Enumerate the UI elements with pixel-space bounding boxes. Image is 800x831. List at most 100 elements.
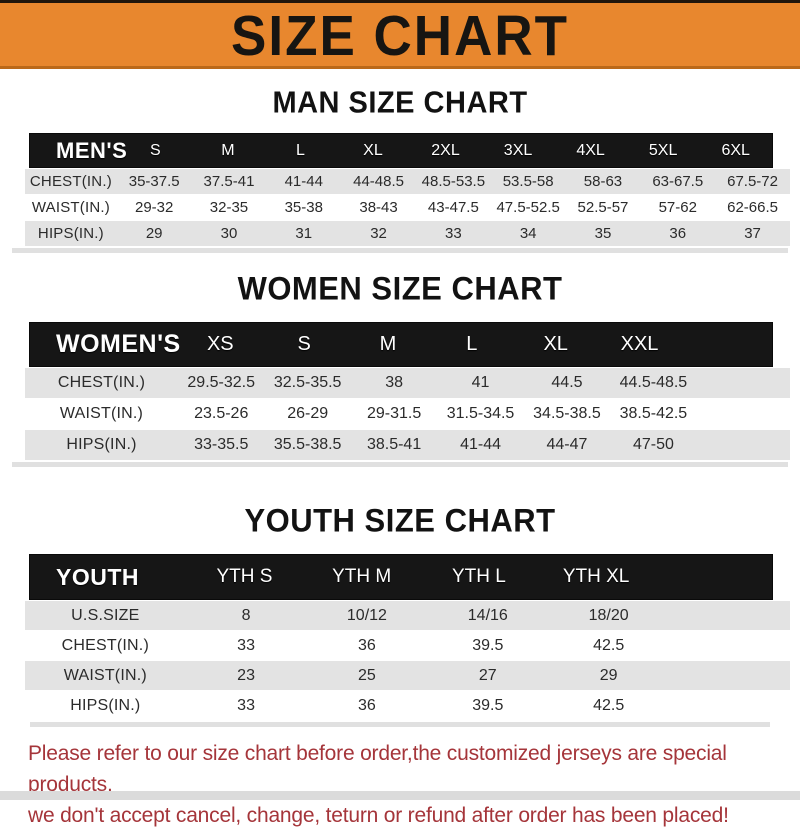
column-header: YTH L	[451, 566, 506, 587]
size-value-cell: 37	[744, 225, 761, 242]
column-header: XL	[363, 141, 383, 159]
column-header: XS	[206, 333, 234, 355]
bottom-edge-strip	[0, 791, 800, 800]
size-table: MEN'S S M L XL 2XL 3XL 4XL 5XL 6XL CHEST(IN.) 35-37…	[0, 134, 800, 246]
table-header-row: WOMEN'S XS S M L XL XXL	[30, 323, 772, 366]
row-label: HIPS(IN.)	[70, 696, 141, 714]
column-header: XL	[543, 333, 568, 355]
size-value-cell: 25	[358, 666, 376, 684]
row-filler	[697, 399, 790, 429]
size-value-cell: 35-38	[284, 199, 323, 216]
size-table: YOUTH YTH S YTH M YTH L YTH XL U.S.SIZE 8 10/12…	[0, 555, 800, 720]
size-value-cell: 44.5	[551, 374, 583, 391]
size-value-cell: 35	[594, 225, 612, 242]
table-row: U.S.SIZE 8 10/12 14/16 18/20	[25, 601, 790, 630]
size-value-cell: 41-44	[460, 436, 501, 453]
column-header: YTH S	[216, 566, 273, 587]
size-value-cell: 47-50	[632, 436, 674, 453]
row-label: HIPS(IN.)	[66, 436, 137, 453]
row-label: CHEST(IN.)	[29, 173, 112, 190]
column-header: YTH XL	[562, 566, 630, 587]
row-filler	[669, 601, 790, 630]
size-value-cell: 37.5-41	[203, 173, 255, 190]
size-value-cell: 38-43	[359, 199, 398, 216]
column-header: L	[295, 141, 305, 159]
footer-line-1: Please refer to our size chart before or…	[28, 742, 727, 796]
table-row: CHEST(IN.) 33 36 39.5 42.5	[25, 631, 790, 660]
table-corner-label: MEN'S	[56, 137, 128, 163]
size-value-cell: 38.5-42.5	[619, 405, 688, 422]
size-value-cell: 42.5	[593, 636, 625, 654]
table-end-strip	[30, 722, 770, 727]
section-title: WOMEN SIZE CHART	[237, 270, 563, 307]
size-value-cell: 41	[471, 374, 490, 391]
column-header: XXL	[620, 333, 659, 355]
size-value-cell: 32	[370, 225, 387, 242]
size-value-cell: 42.5	[593, 696, 625, 714]
row-filler	[669, 691, 790, 720]
column-header: 5XL	[648, 141, 678, 159]
size-value-cell: 33	[445, 225, 462, 242]
size-chart-section-1: WOMEN SIZE CHART WOMEN'S XS S M L XL XXL CHEST(I…	[0, 270, 800, 467]
size-value-cell: 35-37.5	[128, 173, 180, 190]
header-filler	[681, 323, 772, 366]
section-title: MAN SIZE CHART	[272, 86, 528, 120]
table-row: HIPS(IN.) 29 30 31 32 33 34 35 36 37	[25, 221, 790, 246]
size-value-cell: 41-44	[284, 173, 323, 190]
size-value-cell: 33-35.5	[194, 436, 249, 453]
row-filler	[669, 631, 790, 660]
column-header: S	[297, 333, 311, 355]
size-value-cell: 43-47.5	[427, 199, 479, 216]
table-row: WAIST(IN.) 23 25 27 29	[25, 661, 790, 690]
row-label: CHEST(IN.)	[57, 374, 146, 391]
size-value-cell: 27	[478, 666, 497, 684]
row-filler	[697, 368, 790, 398]
size-value-cell: 34	[519, 225, 537, 242]
column-header: M	[221, 141, 235, 159]
size-value-cell: 29	[599, 666, 618, 684]
size-chart-sections: MAN SIZE CHART MEN'S S M L XL 2XL 3XL 4XL 5XL 6XL C…	[0, 86, 800, 727]
row-label: WAIST(IN.)	[59, 405, 144, 422]
size-value-cell: 62-66.5	[727, 199, 778, 216]
row-label: WAIST(IN.)	[63, 666, 147, 684]
size-value-cell: 29.5-32.5	[187, 374, 256, 391]
table-end-strip	[12, 462, 788, 467]
column-header: YTH M	[332, 566, 392, 587]
size-value-cell: 36	[669, 225, 687, 242]
size-value-cell: 36	[358, 696, 376, 714]
row-label: U.S.SIZE	[71, 606, 140, 624]
size-chart-section-2: YOUTH SIZE CHART YOUTH YTH S YTH M YTH L YTH …	[0, 502, 800, 727]
size-value-cell: 67.5-72	[727, 173, 778, 190]
size-value-cell: 38.5-41	[366, 436, 422, 453]
table-header-row: YOUTH YTH S YTH M YTH L YTH XL	[30, 555, 772, 599]
size-value-cell: 44-47	[546, 436, 588, 453]
table-row: WAIST(IN.) 29-32 32-35 35-38 38-43 43-47.5 47.…	[25, 195, 790, 220]
footer-notice: Please refer to our size chart before or…	[0, 738, 800, 831]
row-label: HIPS(IN.)	[37, 225, 104, 242]
size-value-cell: 53.5-58	[502, 173, 554, 190]
size-value-cell: 23	[237, 666, 255, 684]
size-value-cell: 39.5	[472, 696, 504, 714]
size-value-cell: 36	[358, 636, 376, 654]
header-filler	[655, 555, 772, 599]
size-value-cell: 34.5-38.5	[533, 405, 601, 422]
size-value-cell: 35.5-38.5	[273, 436, 342, 453]
size-value-cell: 14/16	[467, 606, 508, 624]
size-value-cell: 31	[295, 225, 313, 242]
table-row: CHEST(IN.) 35-37.5 37.5-41 41-44 44-48.5 48.5…	[25, 169, 790, 194]
size-value-cell: 44.5-48.5	[619, 374, 688, 391]
size-value-cell: 52.5-57	[577, 199, 629, 216]
row-label: CHEST(IN.)	[61, 636, 149, 654]
column-header: 2XL	[431, 141, 460, 159]
size-value-cell: 32-35	[209, 199, 249, 216]
row-filler	[697, 430, 790, 460]
section-title: YOUTH SIZE CHART	[244, 502, 556, 539]
size-value-cell: 10/12	[346, 606, 387, 624]
table-end-strip	[12, 248, 788, 253]
size-value-cell: 29-32	[134, 199, 174, 216]
size-value-cell: 33	[237, 696, 255, 714]
size-value-cell: 31.5-34.5	[446, 405, 515, 422]
table-row: HIPS(IN.) 33 36 39.5 42.5	[25, 691, 790, 720]
size-value-cell: 29-31.5	[366, 405, 422, 422]
size-value-cell: 23.5-26	[194, 405, 249, 422]
